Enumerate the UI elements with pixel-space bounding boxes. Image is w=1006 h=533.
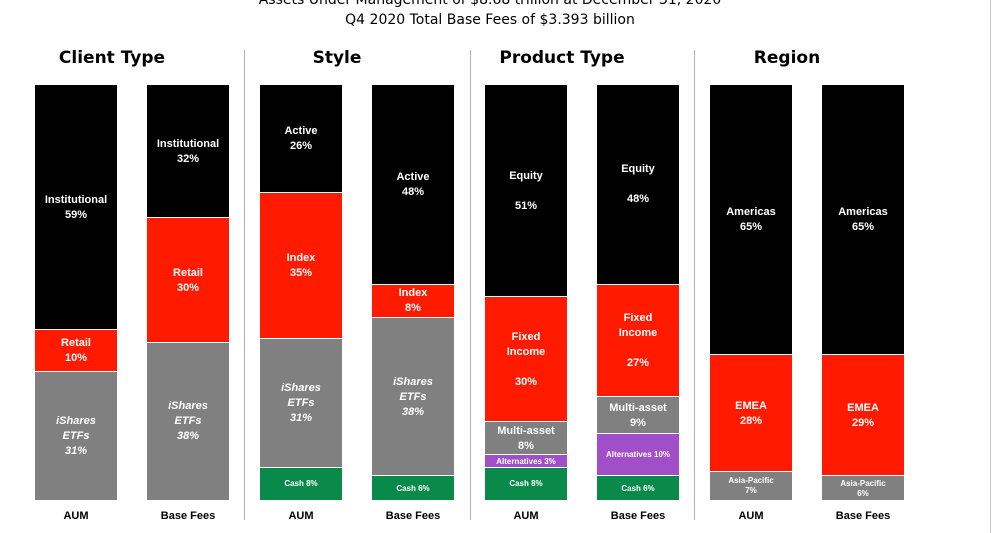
segment-label: iShares ETFs 38% bbox=[393, 375, 433, 418]
bar-segment: Asia-Pacific 6% bbox=[822, 475, 904, 500]
bar-segment: Institutional 59% bbox=[35, 84, 117, 330]
bar-segment: Institutional 32% bbox=[147, 84, 229, 218]
segment-label: Cash 8% bbox=[284, 479, 318, 489]
segment-label: Asia-Pacific 6% bbox=[840, 478, 886, 498]
bar-segment: EMEA 29% bbox=[822, 354, 904, 476]
segment-label: iShares ETFs 31% bbox=[56, 415, 96, 458]
panel-title: Region bbox=[753, 48, 821, 68]
segment-label: Americas 65% bbox=[838, 206, 888, 234]
panel-title: Client Type bbox=[58, 48, 166, 68]
panel-title: Product Type bbox=[499, 48, 625, 68]
panel-divider bbox=[694, 50, 695, 520]
bar-segment: Cash 6% bbox=[372, 475, 454, 500]
segment-label: Asia-Pacific 7% bbox=[728, 476, 774, 496]
bar-segment: iShares ETFs 31% bbox=[260, 337, 342, 467]
segment-label: Retail 30% bbox=[173, 266, 203, 294]
bar-segment: Americas 65% bbox=[822, 84, 904, 355]
segment-label: Institutional 59% bbox=[44, 193, 108, 221]
segment-label: Equity 51% bbox=[509, 169, 543, 212]
x-axis-label: Base Fees bbox=[610, 510, 666, 522]
bar-segment: Equity 48% bbox=[597, 84, 679, 284]
stacked-bar: Asia-Pacific 7% EMEA 28% Americas 65% bbox=[710, 84, 792, 500]
segment-label: Retail 10% bbox=[61, 337, 91, 365]
bar-segment: Multi-asset 9% bbox=[597, 396, 679, 434]
x-axis-label: AUM bbox=[288, 510, 314, 522]
segment-label: Multi-asset 9% bbox=[609, 401, 667, 429]
bar-segment: Alternatives 3% bbox=[485, 454, 567, 467]
segment-label: Active 48% bbox=[396, 170, 430, 198]
stacked-bar: Cash 6% iShares ETFs 38% Index 8% Active 48… bbox=[372, 84, 454, 500]
bar-segment: Index 8% bbox=[372, 283, 454, 317]
x-axis-label: AUM bbox=[63, 510, 89, 522]
stacked-bar: iShares ETFs 38% Retail 30% Institutional … bbox=[147, 84, 229, 500]
segment-label: Americas 65% bbox=[726, 206, 776, 234]
bar-segment: Americas 65% bbox=[710, 84, 792, 355]
segment-label: EMEA 28% bbox=[735, 399, 767, 427]
x-axis-label: Base Fees bbox=[160, 510, 216, 522]
segment-label: Cash 8% bbox=[509, 479, 543, 489]
stacked-bar: Cash 8% iShares ETFs 31% Index 35% Active 2… bbox=[260, 84, 342, 500]
segment-label: Alternatives 10% bbox=[605, 450, 671, 460]
panel-divider bbox=[470, 50, 471, 520]
bar-segment: EMEA 28% bbox=[710, 354, 792, 471]
segment-label: Index 8% bbox=[398, 287, 428, 315]
segment-label: Cash 6% bbox=[396, 483, 430, 493]
chart-title: Assets Under Management of $8.68 trillio… bbox=[258, 0, 722, 8]
bar-segment: Cash 8% bbox=[485, 466, 567, 500]
bar-segment: iShares ETFs 38% bbox=[147, 341, 229, 500]
bar-segment: Retail 10% bbox=[35, 329, 117, 372]
stacked-bar: iShares ETFs 31% Retail 10% Institutional … bbox=[35, 84, 117, 500]
x-axis-label: AUM bbox=[513, 510, 539, 522]
segment-label: Index 35% bbox=[286, 251, 316, 279]
segment-label: Fixed Income 30% bbox=[506, 330, 546, 388]
chart-subtitle: Q4 2020 Total Base Fees of $3.393 billio… bbox=[345, 12, 635, 28]
segment-label: EMEA 29% bbox=[847, 401, 879, 429]
segment-label: Fixed Income 27% bbox=[618, 311, 658, 369]
segment-label: iShares ETFs 31% bbox=[281, 381, 321, 424]
bar-segment: iShares ETFs 31% bbox=[35, 371, 117, 500]
bar-segment: Asia-Pacific 7% bbox=[710, 470, 792, 500]
segment-label: Institutional 32% bbox=[156, 137, 220, 165]
bar-segment: Index 35% bbox=[260, 192, 342, 338]
x-axis-label: Base Fees bbox=[385, 510, 441, 522]
bar-segment: Retail 30% bbox=[147, 217, 229, 342]
bar-segment: Equity 51% bbox=[485, 84, 567, 297]
bar-segment: Active 48% bbox=[372, 84, 454, 284]
segment-label: Multi-asset 8% bbox=[497, 424, 555, 452]
x-axis-label: Base Fees bbox=[835, 510, 891, 522]
segment-label: Equity 48% bbox=[621, 163, 655, 206]
bar-segment: Cash 6% bbox=[597, 475, 679, 500]
bar-segment: Fixed Income 30% bbox=[485, 296, 567, 421]
segment-label: Cash 6% bbox=[621, 483, 655, 493]
bar-segment: Fixed Income 27% bbox=[597, 283, 679, 396]
stacked-bar: Asia-Pacific 6% EMEA 29% Americas 65% bbox=[822, 84, 904, 500]
stacked-bar: Cash 6% Alternatives 10% Multi-asset 9% Fix… bbox=[597, 84, 679, 500]
x-axis-label: AUM bbox=[738, 510, 764, 522]
bar-segment: Cash 8% bbox=[260, 466, 342, 500]
panel-title: Style bbox=[312, 48, 362, 68]
bar-segment: Multi-asset 8% bbox=[485, 420, 567, 455]
bar-segment: iShares ETFs 38% bbox=[372, 316, 454, 476]
bar-segment: Active 26% bbox=[260, 84, 342, 193]
page-edge-divider bbox=[990, 0, 991, 533]
segment-label: Active 26% bbox=[284, 125, 318, 153]
panel-divider bbox=[244, 50, 245, 520]
stacked-bar: Cash 8% Alternatives 3% Multi-asset 8% Fixe… bbox=[485, 84, 567, 500]
segment-label: Alternatives 3% bbox=[496, 456, 556, 466]
bar-segment: Alternatives 10% bbox=[597, 433, 679, 476]
segment-label: iShares ETFs 38% bbox=[168, 400, 208, 443]
